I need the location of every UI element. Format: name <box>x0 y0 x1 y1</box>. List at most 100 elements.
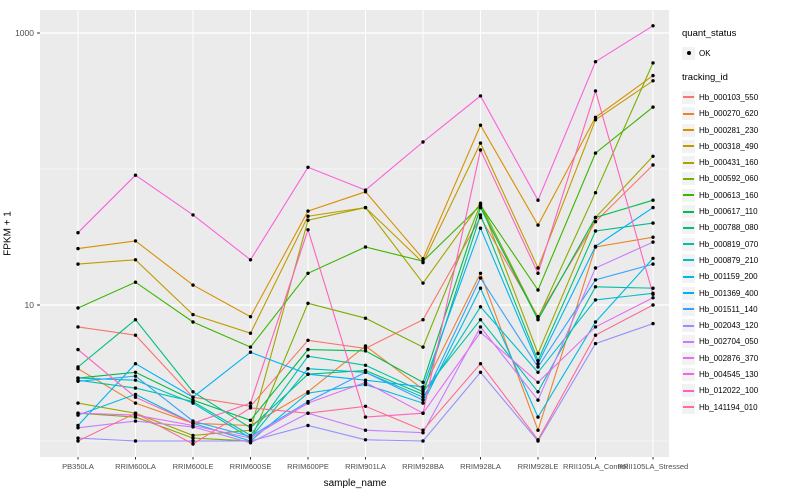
legend-item-label: Hb_000613_160 <box>699 190 759 200</box>
line-key-icon <box>682 286 695 300</box>
data-point <box>421 392 425 397</box>
data-point <box>248 315 253 319</box>
x-tick-label: RRIM901LA <box>345 462 386 471</box>
legend-title-quant-status: quant_status <box>682 28 737 39</box>
legend-item-label: Hb_141194_010 <box>699 402 758 412</box>
data-point <box>478 215 483 220</box>
data-point <box>76 325 80 329</box>
data-point <box>363 316 368 320</box>
data-point <box>421 439 425 443</box>
data-point <box>421 259 425 263</box>
data-point <box>651 24 655 28</box>
line-key-icon <box>682 400 695 414</box>
data-point <box>593 298 598 302</box>
data-point <box>76 347 80 352</box>
data-point <box>248 350 253 354</box>
data-point <box>536 390 540 394</box>
data-point <box>363 349 368 353</box>
data-point <box>651 221 655 225</box>
legend-item-Hb_000103_550: Hb_000103_550 <box>682 89 800 105</box>
data-point <box>191 395 195 399</box>
legend-item-Hb_000788_080: Hb_000788_080 <box>682 220 800 236</box>
data-point <box>651 79 655 83</box>
data-point <box>536 370 540 374</box>
data-point <box>478 318 483 322</box>
data-point <box>593 151 598 155</box>
legend-item-Hb_004545_130: Hb_004545_130 <box>682 366 800 382</box>
data-point <box>593 341 598 346</box>
legend-item-Hb_141194_010: Hb_141194_010 <box>682 399 800 415</box>
data-point <box>306 401 310 405</box>
data-point <box>133 378 138 382</box>
data-point <box>478 271 483 275</box>
data-point <box>191 433 195 438</box>
data-point <box>248 418 253 422</box>
data-point <box>191 283 195 287</box>
data-point <box>593 191 598 195</box>
data-point <box>76 262 80 266</box>
legend-item-label: Hb_000431_160 <box>699 158 759 168</box>
data-point <box>593 215 598 220</box>
data-point <box>133 370 138 374</box>
data-point <box>76 426 80 430</box>
data-point <box>191 390 195 394</box>
line-key-icon <box>682 335 695 349</box>
legend-item-label: Hb_000617_110 <box>699 207 758 217</box>
data-point <box>478 148 483 152</box>
data-point <box>651 163 655 167</box>
data-point <box>421 428 425 432</box>
data-point <box>536 351 540 356</box>
data-point <box>593 244 598 248</box>
legend-item-label: Hb_000281_230 <box>699 125 759 135</box>
data-point <box>593 115 598 120</box>
legend-item-label: Hb_000879_210 <box>699 255 759 265</box>
data-point <box>421 387 425 391</box>
x-tick-label: RRIM928BA <box>402 462 444 471</box>
legend-item-Hb_012022_100: Hb_012022_100 <box>682 383 800 399</box>
data-point <box>478 286 483 290</box>
point-key-icon <box>682 46 695 60</box>
legend-item-Hb_000318_490: Hb_000318_490 <box>682 138 800 154</box>
x-tick-label: PB350LA <box>62 462 94 471</box>
y-tick-label: 1000 <box>15 28 34 38</box>
x-axis-title: sample_name <box>323 478 387 489</box>
data-point <box>191 442 195 446</box>
data-point <box>133 439 138 443</box>
data-point <box>478 276 483 280</box>
data-point <box>363 205 368 210</box>
data-point <box>593 333 598 337</box>
data-point <box>651 61 655 65</box>
data-point <box>421 257 425 261</box>
data-point <box>306 347 310 352</box>
data-point <box>133 258 138 262</box>
data-point <box>478 330 483 334</box>
legend-item-Hb_000281_230: Hb_000281_230 <box>682 122 800 138</box>
legend-item-label: Hb_000788_080 <box>699 223 759 233</box>
data-point <box>133 392 138 397</box>
data-point <box>421 401 425 405</box>
legend-item-Hb_001159_200: Hb_001159_200 <box>682 269 800 285</box>
line-key-icon <box>682 270 695 284</box>
data-point <box>478 362 483 366</box>
data-point <box>593 266 598 270</box>
legend-item-label: Hb_000103_550 <box>699 92 759 102</box>
legend-item-Hb_001511_140: Hb_001511_140 <box>682 301 800 317</box>
x-tick-label: RRIM928LA <box>460 462 501 471</box>
line-key-icon <box>682 367 695 381</box>
legend-item-label: Hb_000592_060 <box>699 174 759 184</box>
legend-item-Hb_000613_160: Hb_000613_160 <box>682 187 800 203</box>
data-point <box>651 198 655 202</box>
data-point <box>651 292 655 296</box>
line-key-icon <box>682 188 695 202</box>
data-point <box>536 288 540 292</box>
data-point <box>133 401 138 405</box>
line-key-icon <box>682 351 695 365</box>
data-point <box>593 220 598 224</box>
line-key-icon <box>682 156 695 170</box>
data-point <box>536 358 540 363</box>
data-point <box>363 245 368 249</box>
data-point <box>133 173 138 177</box>
data-point <box>248 426 253 430</box>
data-point <box>421 398 425 402</box>
data-point <box>478 325 483 329</box>
